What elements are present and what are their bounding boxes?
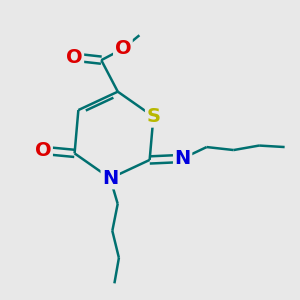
Text: O: O <box>66 48 82 67</box>
Text: S: S <box>146 107 161 126</box>
Text: N: N <box>175 149 191 168</box>
Text: O: O <box>35 141 51 160</box>
Text: O: O <box>115 39 131 58</box>
Text: N: N <box>102 169 118 188</box>
